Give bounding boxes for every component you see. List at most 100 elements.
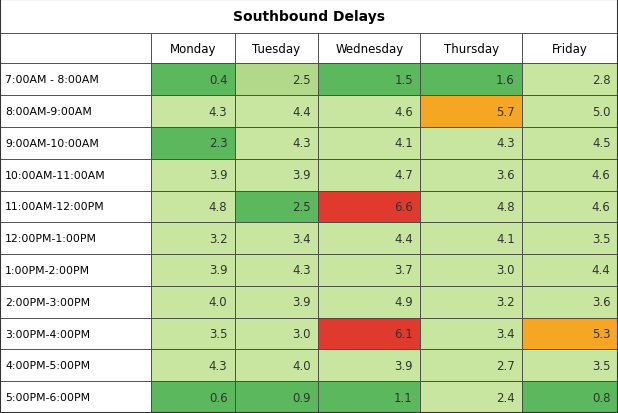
- Text: 2.5: 2.5: [292, 200, 311, 214]
- Text: 3.9: 3.9: [209, 264, 227, 277]
- Bar: [235, 34, 318, 64]
- Text: Monday: Monday: [170, 43, 216, 56]
- Text: 6.6: 6.6: [394, 200, 413, 214]
- Text: 0.8: 0.8: [592, 391, 611, 404]
- Bar: [522, 96, 618, 128]
- Text: 6.1: 6.1: [394, 327, 413, 340]
- Text: 2.5: 2.5: [292, 74, 311, 87]
- Bar: [235, 254, 318, 286]
- Bar: [0, 34, 151, 64]
- Bar: [318, 64, 420, 96]
- Text: 4.3: 4.3: [209, 105, 227, 118]
- Text: 3.5: 3.5: [592, 359, 611, 372]
- Text: 3.4: 3.4: [496, 327, 515, 340]
- Text: 3.6: 3.6: [592, 296, 611, 309]
- Text: 2.8: 2.8: [592, 74, 611, 87]
- Text: 9:00AM-10:00AM: 9:00AM-10:00AM: [5, 138, 99, 149]
- Bar: [522, 64, 618, 96]
- Text: 5.0: 5.0: [592, 105, 611, 118]
- Text: 4.8: 4.8: [209, 200, 227, 214]
- Bar: [0, 191, 151, 223]
- Text: 3.2: 3.2: [209, 232, 227, 245]
- Text: 1:00PM-2:00PM: 1:00PM-2:00PM: [5, 265, 90, 275]
- Bar: [235, 286, 318, 318]
- Text: 2.3: 2.3: [209, 137, 227, 150]
- Text: 3.9: 3.9: [394, 359, 413, 372]
- Bar: [0, 96, 151, 128]
- Bar: [0, 254, 151, 286]
- Bar: [235, 96, 318, 128]
- Text: Southbound Delays: Southbound Delays: [233, 10, 385, 24]
- Bar: [235, 381, 318, 413]
- Text: 2.7: 2.7: [496, 359, 515, 372]
- Bar: [420, 286, 522, 318]
- Bar: [420, 254, 522, 286]
- Text: 3.9: 3.9: [209, 169, 227, 182]
- Text: 0.6: 0.6: [209, 391, 227, 404]
- Bar: [151, 223, 235, 254]
- Text: 4.3: 4.3: [292, 264, 311, 277]
- Bar: [0, 223, 151, 254]
- Bar: [0, 128, 151, 159]
- Text: 4.0: 4.0: [209, 296, 227, 309]
- Bar: [235, 318, 318, 349]
- Text: 3.7: 3.7: [394, 264, 413, 277]
- Bar: [151, 34, 235, 64]
- Bar: [522, 254, 618, 286]
- Bar: [151, 286, 235, 318]
- Bar: [420, 318, 522, 349]
- Text: 5:00PM-6:00PM: 5:00PM-6:00PM: [5, 392, 90, 402]
- Bar: [522, 159, 618, 191]
- Bar: [151, 64, 235, 96]
- Bar: [318, 34, 420, 64]
- Text: 5.7: 5.7: [496, 105, 515, 118]
- Bar: [318, 286, 420, 318]
- Bar: [235, 64, 318, 96]
- Bar: [420, 381, 522, 413]
- Text: 8:00AM-9:00AM: 8:00AM-9:00AM: [5, 107, 92, 117]
- Bar: [235, 191, 318, 223]
- Text: 7:00AM - 8:00AM: 7:00AM - 8:00AM: [5, 75, 99, 85]
- Bar: [0, 286, 151, 318]
- Bar: [0, 349, 151, 381]
- Bar: [420, 128, 522, 159]
- Bar: [522, 34, 618, 64]
- Bar: [0, 159, 151, 191]
- Bar: [522, 381, 618, 413]
- Text: 4.9: 4.9: [394, 296, 413, 309]
- Text: Friday: Friday: [552, 43, 588, 56]
- Text: 4.5: 4.5: [592, 137, 611, 150]
- Bar: [151, 96, 235, 128]
- Text: 4.4: 4.4: [292, 105, 311, 118]
- Text: 0.9: 0.9: [292, 391, 311, 404]
- Text: 3:00PM-4:00PM: 3:00PM-4:00PM: [5, 329, 90, 339]
- Bar: [420, 34, 522, 64]
- Bar: [522, 223, 618, 254]
- Text: 2:00PM-3:00PM: 2:00PM-3:00PM: [5, 297, 90, 307]
- Bar: [0, 318, 151, 349]
- Bar: [235, 223, 318, 254]
- Text: 2.4: 2.4: [496, 391, 515, 404]
- Bar: [151, 191, 235, 223]
- Text: 3.5: 3.5: [209, 327, 227, 340]
- Text: Thursday: Thursday: [444, 43, 499, 56]
- Bar: [318, 223, 420, 254]
- Bar: [318, 191, 420, 223]
- Bar: [522, 318, 618, 349]
- Text: 4.3: 4.3: [209, 359, 227, 372]
- Bar: [0, 64, 151, 96]
- Bar: [318, 96, 420, 128]
- Text: Wednesday: Wednesday: [335, 43, 404, 56]
- Text: 4:00PM-5:00PM: 4:00PM-5:00PM: [5, 361, 90, 370]
- Bar: [151, 381, 235, 413]
- Text: 4.7: 4.7: [394, 169, 413, 182]
- Bar: [318, 381, 420, 413]
- Text: 1.6: 1.6: [496, 74, 515, 87]
- Bar: [318, 254, 420, 286]
- Bar: [151, 159, 235, 191]
- Text: 3.0: 3.0: [496, 264, 515, 277]
- Text: 5.3: 5.3: [592, 327, 611, 340]
- Text: 1.1: 1.1: [394, 391, 413, 404]
- Text: 4.0: 4.0: [292, 359, 311, 372]
- Bar: [151, 318, 235, 349]
